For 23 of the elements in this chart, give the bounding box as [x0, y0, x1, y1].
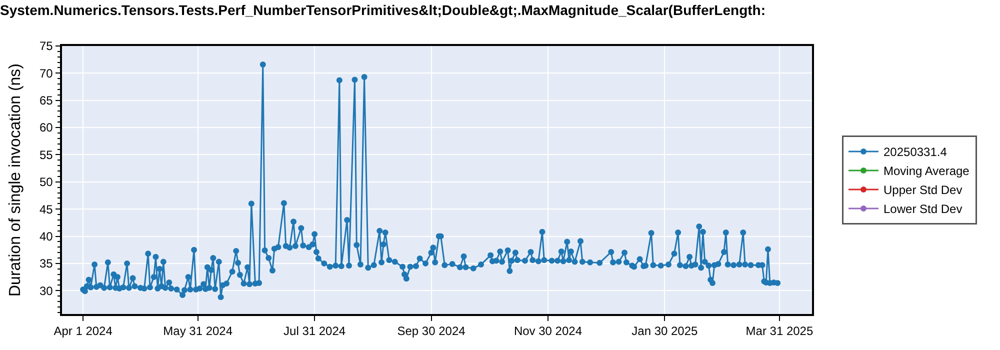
- x-tick-label: Sep 30 2024: [397, 324, 466, 338]
- y-tick-label: 40: [39, 229, 54, 244]
- y-tick-label: 75: [39, 39, 54, 54]
- legend-label: Moving Average: [884, 164, 970, 178]
- x-tick-label: Mar 31 2025: [746, 324, 814, 338]
- y-tick-label: 65: [39, 94, 54, 108]
- y-tick-label: 50: [39, 175, 54, 190]
- y-tick-label: 55: [39, 148, 54, 162]
- x-tick-label: May 31 2024: [163, 324, 233, 338]
- chart-title: System.Numerics.Tensors.Tests.Perf_NumberTensorPrimitives&lt;Double&gt;.MaxMagnitude_Scalar(BufferLength:: [0, 2, 766, 18]
- x-tick-label: Apr 1 2024: [54, 324, 113, 338]
- x-tick-label: Jul 31 2024: [284, 324, 346, 338]
- legend-label: Lower Std Dev: [884, 202, 962, 216]
- y-tick-label: 70: [39, 66, 54, 80]
- x-tick-label: Jan 30 2025: [632, 324, 698, 338]
- y-axis-title: Duration of single invocation (ns): [6, 63, 24, 297]
- y-tick-label: 60: [39, 120, 54, 135]
- y-tick-label: 45: [39, 202, 54, 216]
- x-tick-label: Nov 30 2024: [514, 324, 582, 338]
- legend-label: Upper Std Dev: [884, 183, 962, 198]
- y-tick-label: 30: [39, 284, 54, 298]
- legend-label: 20250331.4: [884, 145, 948, 160]
- y-tick-label: 35: [39, 256, 54, 271]
